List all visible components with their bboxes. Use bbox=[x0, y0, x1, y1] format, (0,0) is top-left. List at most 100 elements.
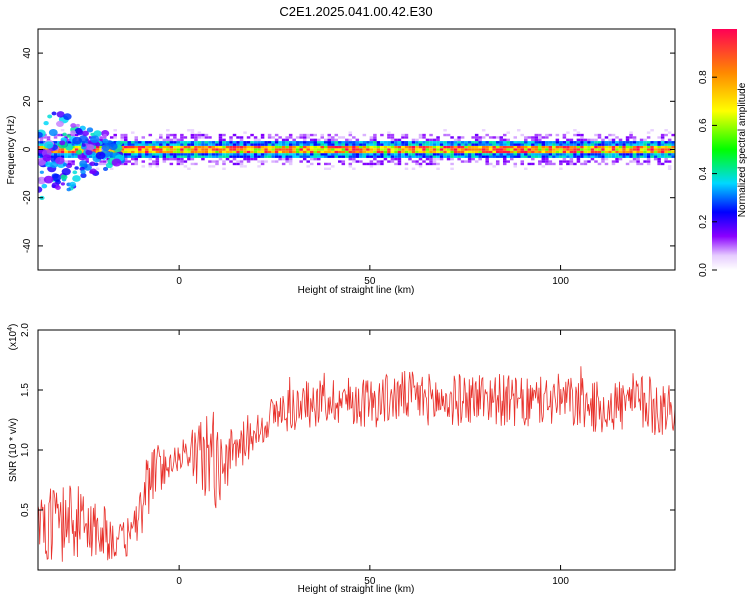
heatmap-cell bbox=[432, 143, 437, 146]
heatmap-cell bbox=[601, 138, 605, 142]
heatmap-cell bbox=[559, 155, 563, 158]
heatmap-cell bbox=[352, 167, 356, 170]
heatmap-cell bbox=[446, 157, 451, 161]
heatmap-cell bbox=[657, 160, 661, 163]
heatmap-blob bbox=[95, 142, 101, 147]
heatmap-cell bbox=[506, 143, 510, 146]
heatmap-cell bbox=[594, 160, 598, 163]
heatmap-cell bbox=[471, 157, 475, 161]
heatmap-cell bbox=[643, 138, 647, 142]
heatmap-cell bbox=[201, 155, 205, 158]
heatmap-cell bbox=[552, 153, 556, 156]
heatmap-cell bbox=[471, 136, 475, 139]
heatmap-cell bbox=[46, 148, 51, 151]
heatmap-blob bbox=[55, 156, 65, 165]
heatmap-cell bbox=[573, 133, 577, 137]
heatmap-cell bbox=[134, 143, 139, 146]
heatmap-cell bbox=[309, 138, 314, 142]
heatmap-cell bbox=[404, 145, 409, 149]
heatmap-cell bbox=[566, 150, 570, 154]
heatmap-cell bbox=[580, 153, 584, 156]
heatmap-blob bbox=[86, 127, 94, 133]
heatmap-cell bbox=[341, 141, 346, 144]
heatmap-cell bbox=[376, 148, 381, 151]
heatmap-cell bbox=[338, 136, 342, 139]
heatmap-cell bbox=[432, 148, 437, 151]
heatmap-cell bbox=[520, 141, 525, 144]
heatmap-cell bbox=[173, 157, 177, 161]
heatmap-cell bbox=[201, 145, 205, 149]
heatmap-cell bbox=[85, 157, 89, 161]
heatmap-cell bbox=[162, 160, 167, 163]
heatmap-cell bbox=[309, 157, 314, 161]
heatmap-cell bbox=[74, 153, 79, 156]
heatmap-cell bbox=[422, 143, 426, 146]
heatmap-cell bbox=[109, 167, 114, 170]
heatmap-cell bbox=[208, 165, 212, 168]
heatmap-cell bbox=[74, 145, 79, 149]
heatmap-cell bbox=[569, 153, 574, 156]
heatmap-cell bbox=[520, 148, 525, 151]
heatmap-cell bbox=[155, 165, 160, 168]
heatmap-cell bbox=[467, 153, 472, 156]
heatmap-cell bbox=[145, 155, 149, 158]
heatmap-cell bbox=[601, 155, 605, 158]
heatmap-cell bbox=[208, 145, 212, 149]
heatmap-cell bbox=[211, 141, 216, 144]
heatmap-cell bbox=[566, 131, 570, 134]
heatmap-blob bbox=[89, 168, 97, 175]
heatmap-blob bbox=[60, 182, 66, 186]
heatmap-cell bbox=[573, 155, 577, 158]
heatmap-cell bbox=[102, 160, 107, 163]
heatmap-cell bbox=[597, 141, 602, 144]
heatmap-cell bbox=[271, 136, 275, 139]
heatmap-cell bbox=[302, 133, 307, 137]
heatmap-cell bbox=[583, 160, 588, 163]
heatmap-cell bbox=[243, 143, 247, 146]
heatmap-cell bbox=[190, 155, 195, 158]
heatmap-cell bbox=[517, 143, 521, 146]
heatmap-cell bbox=[453, 153, 458, 156]
heatmap-cell bbox=[183, 143, 188, 146]
heatmap-cell bbox=[601, 160, 605, 163]
heatmap-cell bbox=[471, 143, 475, 146]
heatmap-cell bbox=[502, 153, 507, 156]
heatmap-cell bbox=[608, 155, 612, 158]
heatmap-cell bbox=[474, 138, 479, 142]
heatmap-cell bbox=[415, 160, 419, 163]
heatmap-cell bbox=[243, 165, 247, 168]
heatmap-cell bbox=[485, 157, 489, 161]
heatmap-cell bbox=[453, 150, 458, 154]
heatmap-cell bbox=[215, 160, 219, 163]
heatmap-blob bbox=[51, 173, 62, 182]
heatmap-cell bbox=[380, 143, 384, 146]
heatmap-cell bbox=[432, 138, 437, 142]
heatmap-cell bbox=[646, 148, 651, 151]
heatmap-cell bbox=[534, 148, 539, 151]
heatmap-cell bbox=[502, 133, 507, 137]
heatmap-cell bbox=[664, 141, 668, 144]
heatmap-cell bbox=[509, 153, 514, 156]
heatmap-cell bbox=[394, 145, 398, 149]
heatmap-cell bbox=[590, 145, 595, 149]
heatmap-cell bbox=[394, 155, 398, 158]
heatmap-cell bbox=[264, 153, 268, 156]
heatmap-cell bbox=[538, 133, 542, 137]
heatmap-cell bbox=[281, 145, 286, 149]
snr-frame bbox=[37, 329, 676, 571]
heatmap-cell bbox=[208, 143, 212, 146]
heatmap-cell bbox=[552, 150, 556, 154]
heatmap-cell bbox=[639, 153, 644, 156]
heatmap-cell bbox=[341, 153, 346, 156]
heatmap-cell bbox=[643, 143, 647, 146]
heatmap-blob bbox=[51, 111, 57, 116]
heatmap-cell bbox=[639, 143, 644, 146]
heatmap-cell bbox=[387, 133, 391, 137]
heatmap-cell bbox=[646, 153, 651, 156]
heatmap-cell bbox=[155, 145, 160, 149]
heatmap-cell bbox=[390, 143, 395, 146]
heatmap-cell bbox=[566, 141, 570, 144]
heatmap-cell bbox=[285, 136, 289, 139]
heatmap-cell bbox=[292, 141, 296, 144]
heatmap-cell bbox=[109, 136, 114, 139]
